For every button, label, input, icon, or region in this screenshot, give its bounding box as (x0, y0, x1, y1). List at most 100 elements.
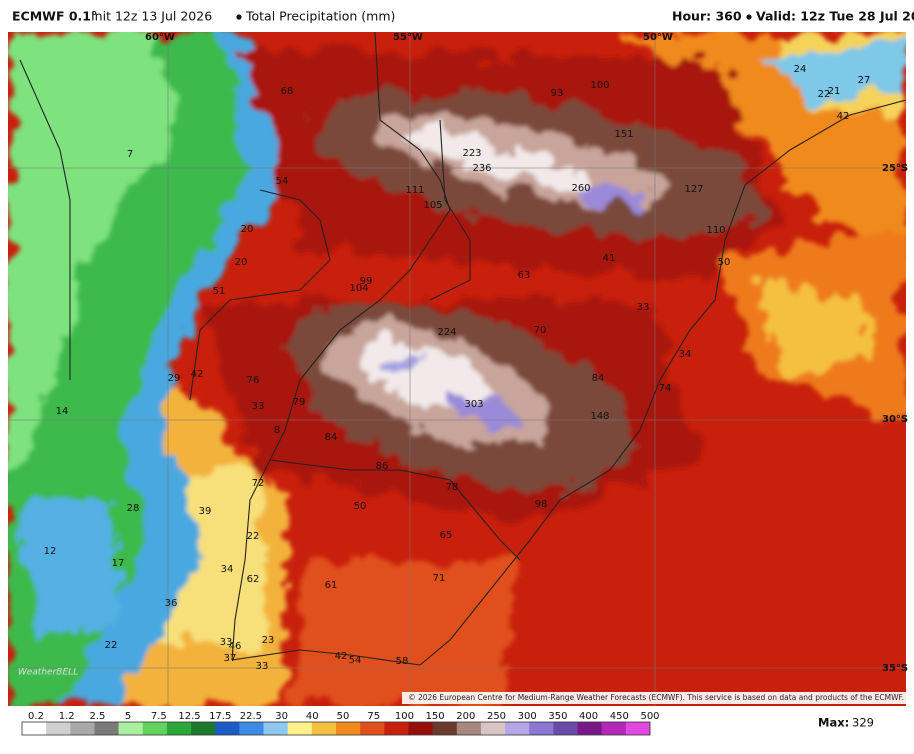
precip-value-label: 100 (590, 80, 609, 91)
latitude-label: 25°S (882, 163, 908, 174)
precip-value-label: 33 (256, 661, 269, 672)
legend-tick-label: 50 (337, 711, 350, 722)
legend-swatch (625, 722, 651, 735)
precip-value-label: 27 (858, 75, 871, 86)
legend-swatch (553, 722, 578, 735)
legend-tick-label: 100 (395, 711, 414, 722)
precip-value-label: 110 (706, 225, 725, 236)
precip-value-label: 36 (165, 598, 178, 609)
legend-swatch (166, 722, 192, 735)
precip-value-label: 22 (105, 640, 118, 651)
precip-value-label: 22 (247, 531, 260, 542)
legend-swatch (142, 722, 168, 735)
legend-swatch (360, 722, 385, 735)
precip-value-label: 21 (828, 86, 841, 97)
precip-value-label: 68 (281, 86, 294, 97)
precip-value-label: 79 (293, 397, 306, 408)
legend-swatch (239, 722, 264, 735)
copyright-bg (402, 692, 906, 704)
precip-value-label: 8 (274, 425, 280, 436)
precip-value-label: 34 (679, 349, 692, 360)
copyright: © 2026 European Centre for Medium-Range … (408, 693, 904, 702)
precip-value-label: 224 (437, 327, 456, 338)
legend-frame (21, 721, 651, 736)
legend-tick-label: 40 (306, 711, 319, 722)
graticule (8, 32, 906, 706)
longitude-label: 60°W (145, 32, 175, 43)
precip-value-label: 7 (127, 149, 133, 160)
precip-value-label: 260 (571, 183, 590, 194)
legend-swatch (408, 722, 433, 735)
legend-tick-label: 2.5 (89, 711, 105, 722)
legend-tick-label: 1.2 (59, 711, 75, 722)
precip-value-label: 42 (191, 369, 204, 380)
precip-value-label: 14 (56, 406, 69, 417)
precip-value-label: 50 (718, 257, 731, 268)
legend-swatch (215, 722, 240, 735)
precip-value-label: 20 (241, 224, 254, 235)
precip-value-label: 28 (127, 503, 140, 514)
precip-value-label: 78 (446, 482, 459, 493)
precip-value-label: 93 (551, 88, 564, 99)
precip-value-label: 62 (247, 574, 260, 585)
legend-swatch (456, 722, 482, 735)
precip-value-label: 33 (252, 401, 265, 412)
legend-swatch (46, 722, 71, 735)
longitude-label: 50°W (643, 32, 673, 43)
legend-swatch (577, 722, 602, 735)
precip-value-label: 20 (235, 257, 248, 268)
product-name: Total Precipitation (mm) (245, 9, 395, 24)
legend-swatch (529, 722, 554, 735)
init-time: Init 12z 13 Jul 2026 (91, 9, 212, 24)
precip-value-label: 151 (614, 129, 633, 140)
forecast-hour: Hour: 360 (672, 9, 742, 24)
precip-value-label: 37 (224, 653, 237, 664)
precip-value-label: 42 (335, 651, 348, 662)
legend-swatch (118, 722, 144, 735)
legend-tick-label: 350 (548, 711, 567, 722)
max-value: 329 (852, 716, 874, 730)
precip-value-label: 303 (464, 399, 483, 410)
precip-value-label: 58 (396, 656, 409, 667)
legend-swatch (336, 722, 361, 735)
legend-swatch (263, 722, 288, 735)
precip-value-label: 71 (433, 573, 446, 584)
legend-swatch (311, 722, 337, 735)
longitude-label: 55°W (393, 32, 423, 43)
precip-value-label: 23 (262, 635, 275, 646)
precip-value-label: 63 (518, 270, 531, 281)
precip-value-label: 84 (325, 432, 338, 443)
precip-value-label: 41 (603, 253, 616, 264)
color-legend: 0.2 1.2 2.5 5 7.5 12.5 17.5 22.5 30 40 50 75 100 150 2… (21, 711, 660, 736)
precip-value-label: 24 (794, 64, 807, 75)
latitude-label: 35°S (882, 663, 908, 674)
precip-value-label: 236 (472, 163, 491, 174)
precip-value-label: 29 (168, 373, 181, 384)
watermark: WeatherBELL (18, 668, 78, 678)
precip-value-label: 34 (221, 564, 234, 575)
precip-value-label: 74 (659, 383, 672, 394)
legend-tick-label: 300 (518, 711, 537, 722)
precip-value-label: 65 (440, 530, 453, 541)
precip-value-label: 61 (325, 580, 338, 591)
legend-swatch (432, 722, 458, 735)
precip-value-label: 33 (637, 302, 650, 313)
legend-swatch (287, 722, 313, 735)
model-name: ECMWF 0.1° (12, 9, 97, 24)
legend-tick-label: 22.5 (240, 711, 262, 722)
legend-swatch (191, 722, 216, 735)
precip-value-label: 223 (462, 148, 481, 159)
latitude-label: 30°S (882, 414, 908, 425)
max-label: Max: (818, 716, 849, 730)
precip-value-label: 42 (837, 111, 850, 122)
legend-tick-label: 500 (640, 711, 659, 722)
precip-value-label: 111 (405, 185, 424, 196)
precip-value-label: 148 (590, 411, 609, 422)
precip-value-label: 105 (423, 200, 442, 211)
legend-swatch (601, 722, 627, 735)
precip-field (8, 32, 906, 706)
precip-value-label: 51 (213, 286, 226, 297)
